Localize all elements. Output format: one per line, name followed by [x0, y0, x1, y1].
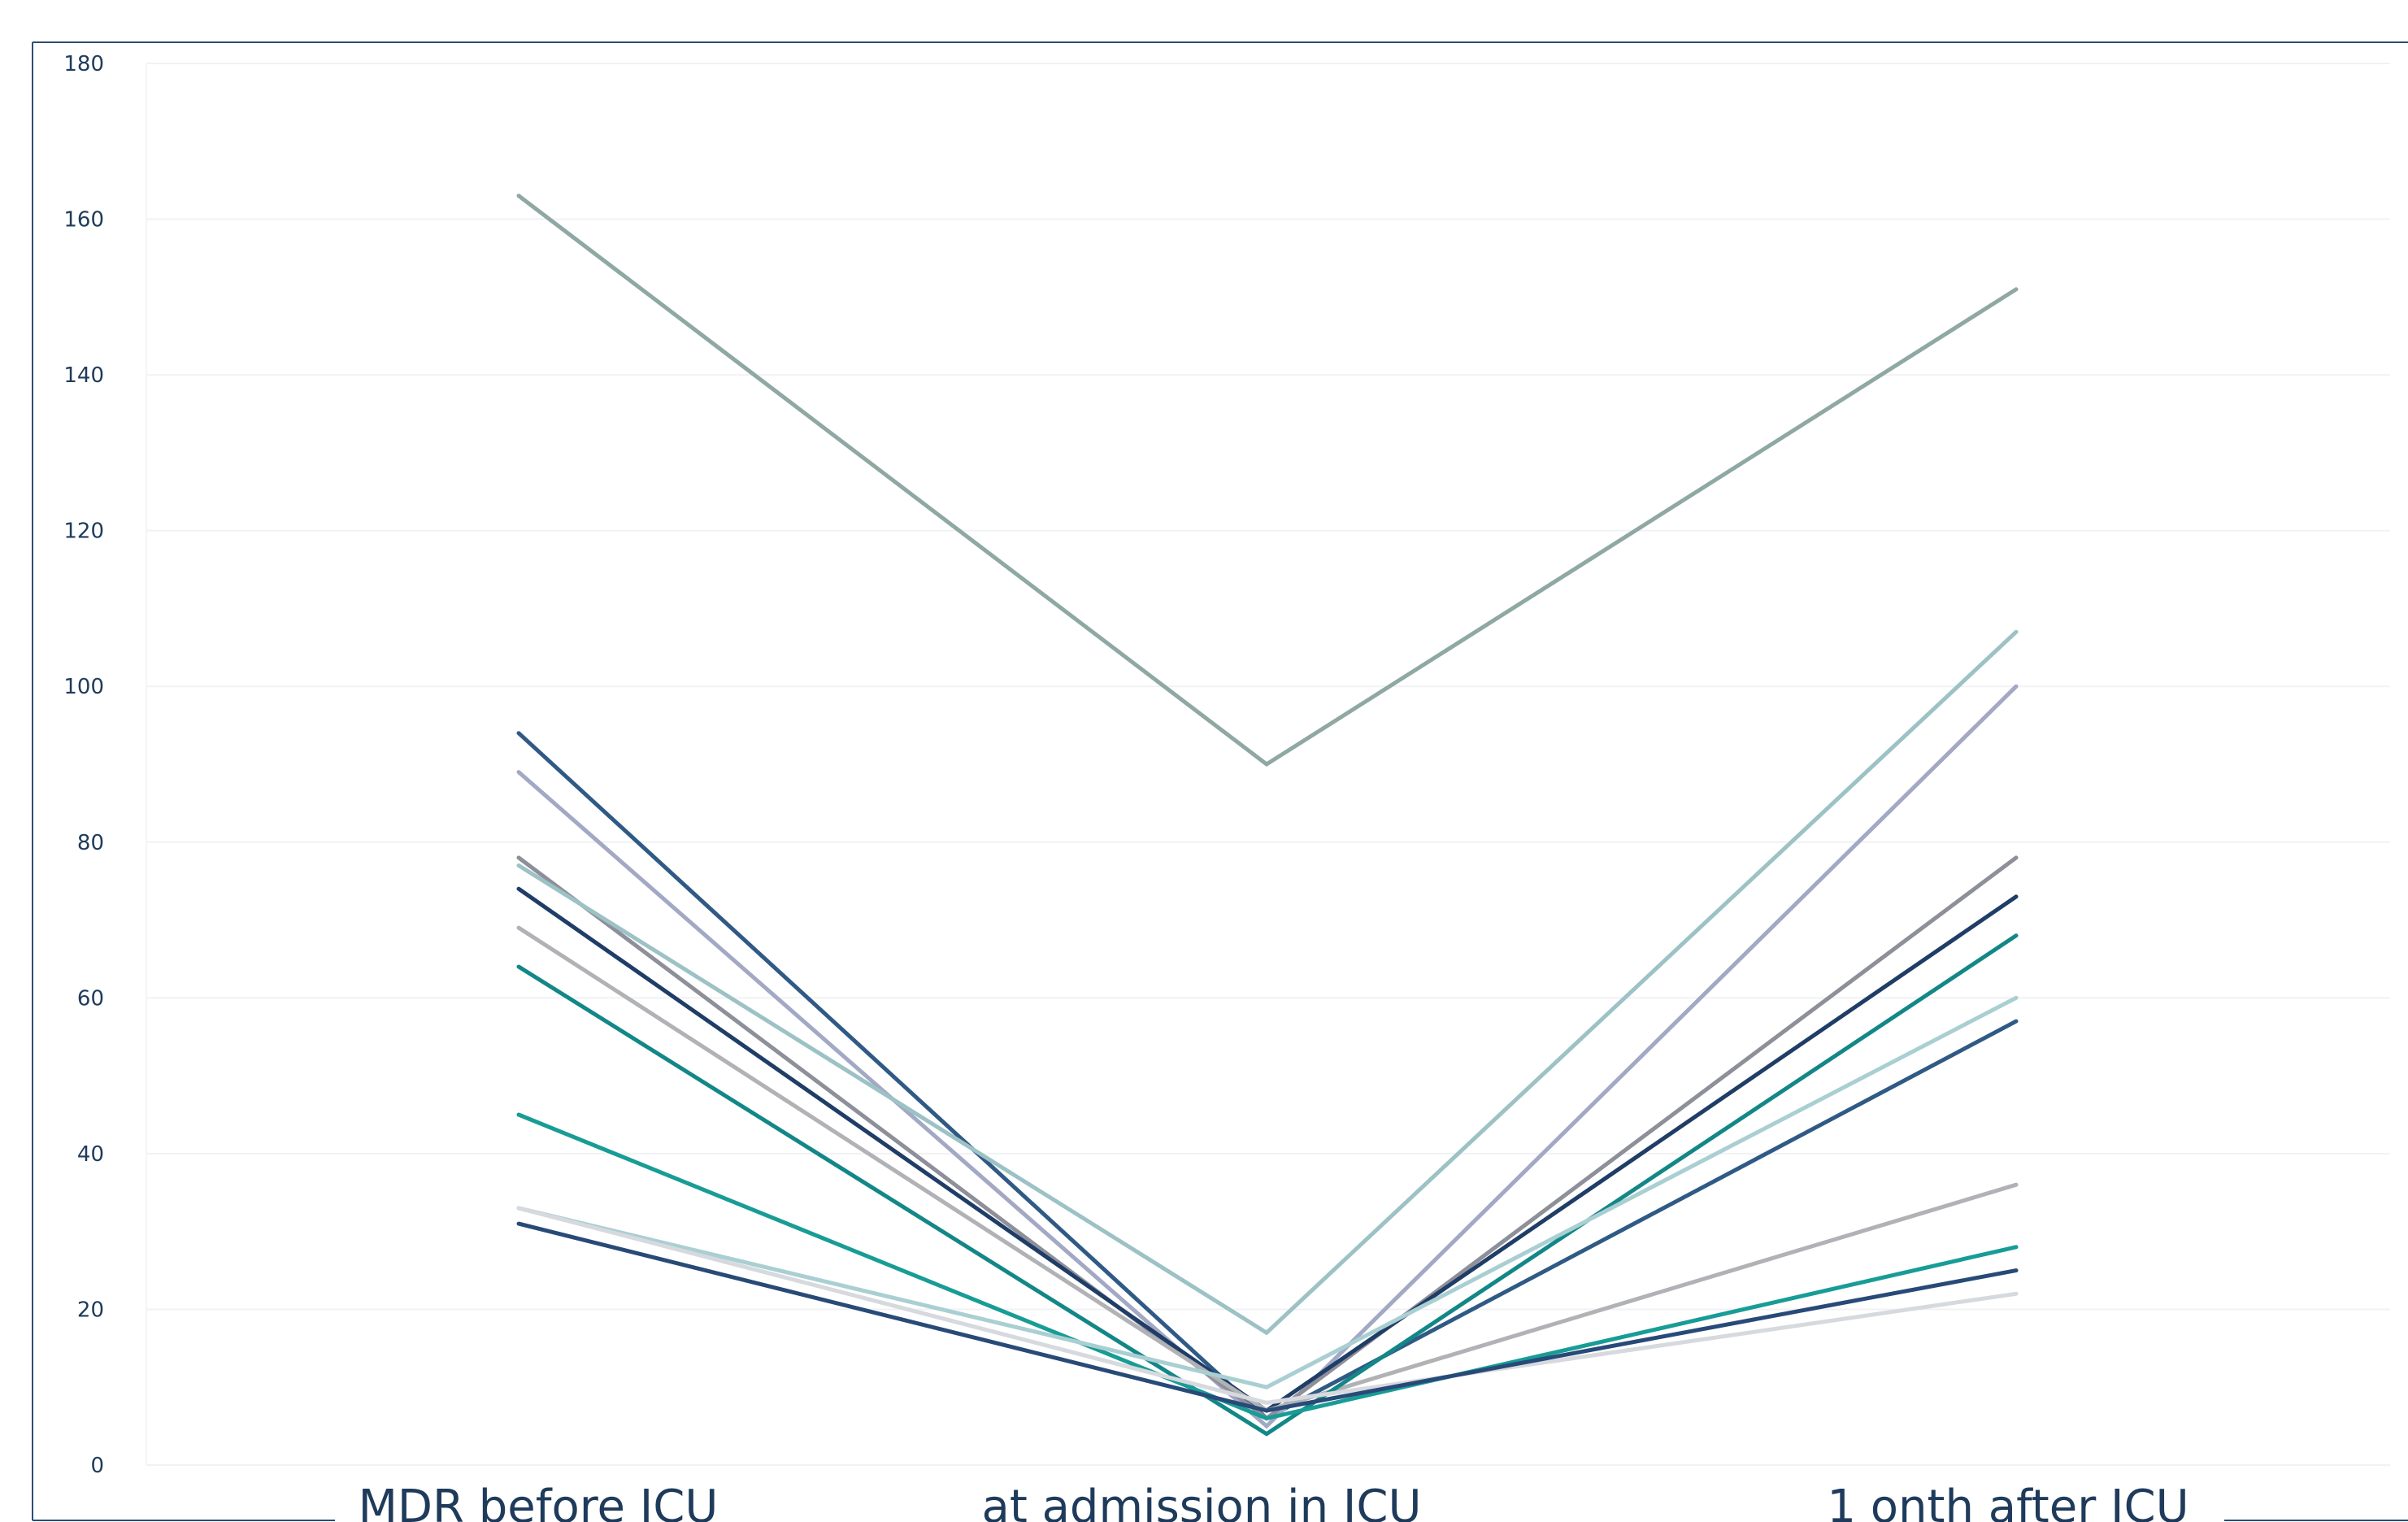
y-tick-label-40: 40 — [77, 1142, 104, 1167]
y-tick-label-20: 20 — [77, 1298, 104, 1322]
y-tick-label-180: 180 — [63, 52, 104, 76]
x-category-label-2: at admission in ICU — [982, 1481, 1422, 1522]
chart-frame — [32, 41, 2408, 1521]
y-tick-label-60: 60 — [77, 986, 104, 1011]
series-line-3 — [516, 684, 2019, 1429]
y-tick-label-100: 100 — [63, 675, 104, 699]
series-lines — [516, 194, 2019, 1437]
series-line-1 — [516, 194, 2019, 768]
y-axis: 0 20 40 60 80 100 120 140 160 180 — [63, 52, 104, 1478]
series-line-11 — [516, 1206, 2019, 1405]
series-line-9 — [516, 1112, 2019, 1421]
series-line-8 — [516, 933, 2019, 1437]
x-axis: MDR before ICU at admission in ICU 1 onth … — [359, 1481, 2189, 1522]
y-tick-label-160: 160 — [63, 208, 104, 233]
y-tick-label-0: 0 — [90, 1454, 104, 1478]
series-line-7 — [516, 925, 2019, 1413]
series-line-5 — [516, 629, 2019, 1336]
series-line-12 — [516, 1221, 2019, 1413]
y-tick-label-140: 140 — [63, 363, 104, 388]
gridlines — [146, 63, 2390, 1466]
y-tick-label-80: 80 — [77, 831, 104, 855]
series-line-10 — [516, 995, 2019, 1389]
x-category-label-3: 1 onth after ICU — [1827, 1481, 2188, 1522]
y-tick-label-120: 120 — [63, 520, 104, 544]
x-category-label-1: MDR before ICU — [359, 1481, 719, 1522]
series-line-2 — [516, 731, 2019, 1421]
